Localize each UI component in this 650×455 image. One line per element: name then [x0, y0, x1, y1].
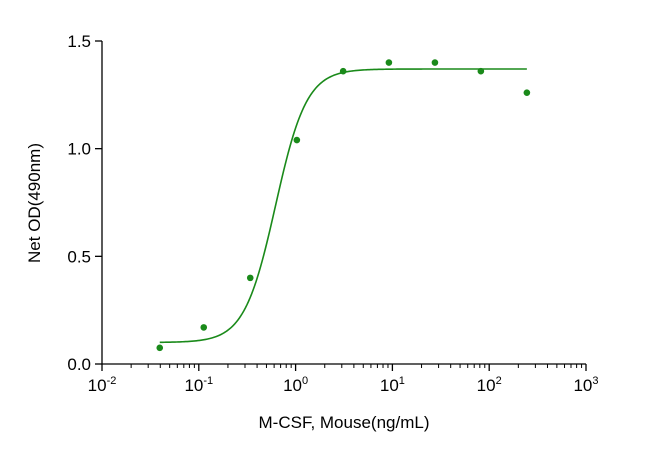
- x-tick-label: 103: [573, 375, 598, 395]
- data-point: [246, 274, 254, 282]
- plot-series: [156, 59, 531, 352]
- x-ticks: 10-2 10-1 100 101 102 103: [88, 364, 599, 395]
- x-tick-label: 101: [380, 375, 405, 395]
- data-point: [293, 136, 301, 144]
- y-tick-label: 0.5: [67, 247, 91, 266]
- x-tick-label: 100: [283, 375, 308, 395]
- data-point: [200, 324, 208, 331]
- x-tick-label: 10-2: [88, 375, 117, 395]
- data-point: [339, 67, 347, 75]
- y-tick-label: 1.0: [67, 140, 91, 159]
- y-tick-label: 1.5: [67, 32, 91, 51]
- data-point: [477, 67, 485, 75]
- y-ticks: 0.0 0.5 1.0 1.5: [67, 32, 102, 374]
- x-axis-title: M-CSF, Mouse(ng/mL): [259, 413, 430, 432]
- data-point: [523, 89, 531, 96]
- data-point: [156, 344, 164, 352]
- x-axis: 10-2 10-1 100 101 102 103: [88, 363, 599, 395]
- data-points: [156, 59, 531, 352]
- fit-curve: [159, 68, 527, 344]
- data-point: [385, 59, 393, 66]
- x-tick-label: 102: [477, 375, 502, 395]
- y-axis: 0.0 0.5 1.0 1.5: [67, 32, 103, 374]
- data-point: [431, 59, 439, 66]
- y-axis-title: Net OD(490nm): [25, 143, 44, 263]
- x-tick-label: 10-1: [184, 375, 213, 395]
- y-tick-label: 0.0: [67, 355, 91, 374]
